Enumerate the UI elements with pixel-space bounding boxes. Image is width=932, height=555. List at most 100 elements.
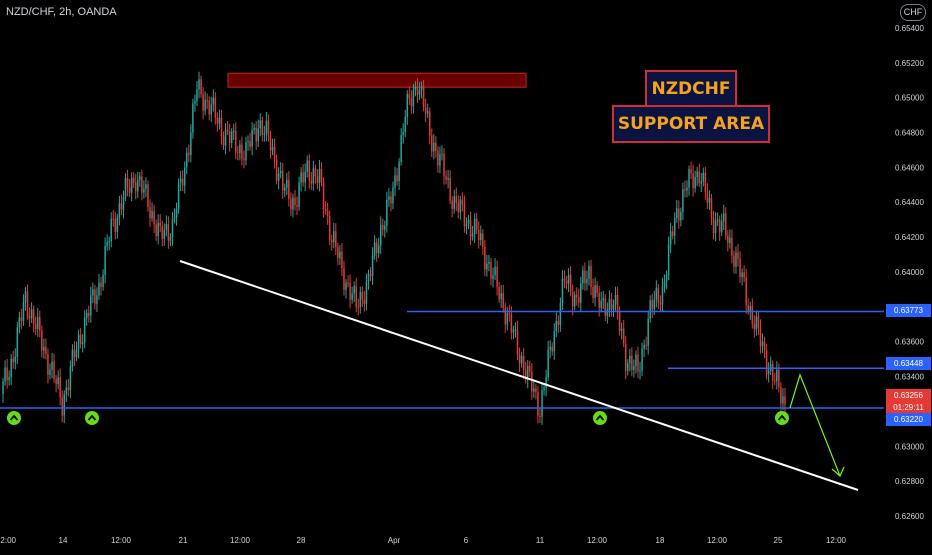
candle-body [318,168,321,184]
candle [490,257,492,286]
candle-body [718,219,721,233]
candle-body [755,316,758,330]
candle [575,287,578,306]
candle [637,346,639,379]
candle-body [96,295,98,304]
candle-body [351,293,353,300]
signal-circle [775,411,789,425]
candle-body [631,355,633,370]
candle [647,310,649,355]
candle-body [100,282,102,287]
candle-body [145,184,147,189]
candle-body [320,168,323,182]
candle-body [114,219,117,233]
candle [774,373,776,386]
candle-body [469,219,472,237]
candle-body [535,388,537,393]
candle [286,172,288,196]
candle-body [694,177,696,189]
candle-body [179,178,182,183]
candle-body [75,349,78,358]
price-badge-support: 0.63220 [886,413,931,426]
candle-body [490,261,492,280]
candle [165,215,168,237]
candle-body [745,277,747,306]
candle-body [379,224,382,246]
candle [549,340,551,359]
candle-body [249,141,251,147]
candle [645,336,647,351]
candle [32,305,35,333]
candle [232,123,235,140]
candle [188,144,190,163]
candle [543,384,545,396]
candle [339,245,341,265]
candle [267,114,270,142]
candle [382,218,384,236]
candle-body [757,316,760,328]
candle [735,246,737,274]
candle-body [498,286,500,300]
candle-body [224,129,227,146]
candle [582,265,584,290]
candle-body [371,255,374,277]
candle-body [196,89,198,101]
candle-body [265,120,268,134]
candle [28,307,31,327]
candle-body [559,302,562,325]
candle [77,329,80,359]
candle [718,215,721,241]
candle-body [776,370,778,381]
signal-circle [593,411,607,425]
candle-body [712,217,715,234]
candle [414,81,417,97]
candle-body [353,286,355,294]
candle [457,195,460,219]
candle-body [547,349,549,378]
candle [606,302,609,324]
candle [739,251,741,283]
candle [375,238,378,262]
candle-body [531,371,533,392]
candle [706,183,709,209]
candle [445,170,447,185]
candle [620,322,623,340]
candle-body [418,89,421,95]
candle [463,195,466,233]
candle-body [416,86,419,95]
candle-body [488,261,490,264]
candle [776,361,778,390]
candle [379,216,382,254]
candle-body [377,245,380,254]
candle-body [310,180,313,184]
candle-body [345,282,347,290]
candle [284,183,286,197]
y-tick-label: 0.64200 [895,233,924,242]
candle [635,350,637,374]
symbol-title[interactable]: NZD/CHF, 2h, OANDA [6,6,117,18]
candle [271,138,274,156]
candle-body [725,213,727,236]
candle-body [247,141,249,143]
candle-body [159,222,161,227]
candle [700,172,703,193]
candle [81,333,84,353]
candle [333,222,335,249]
candle [255,121,257,150]
candle-body [557,320,560,325]
candle-body [41,330,43,351]
candle [596,281,598,297]
candle [2,378,4,403]
candle [631,347,633,377]
candle [533,380,535,398]
candle [96,287,98,313]
candle [471,225,474,241]
currency-badge[interactable]: CHF [900,4,926,21]
candle-body [655,287,658,300]
candle-body [526,365,529,380]
candle-body [324,209,327,212]
candle [455,187,458,211]
candle [145,177,147,198]
candle [667,236,670,280]
